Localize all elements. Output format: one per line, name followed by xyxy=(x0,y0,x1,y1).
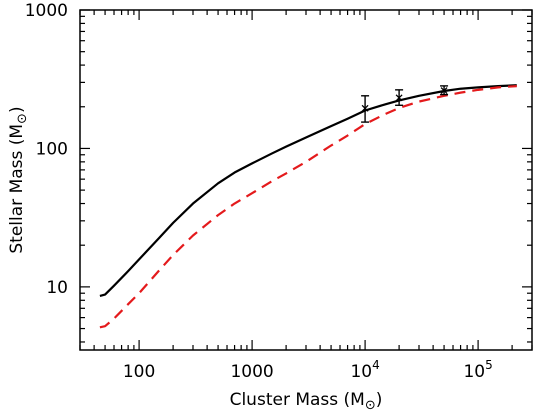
y-tick-label: 1000 xyxy=(25,1,68,21)
error-bar-point xyxy=(395,94,403,102)
x-tick-label: 100 xyxy=(123,362,155,382)
y-axis-label: Stellar Mass (M⊙) xyxy=(7,106,30,253)
x-axis-ticks: 100 1000 104 105 xyxy=(79,10,533,382)
error-bar xyxy=(361,95,370,123)
plot-frame xyxy=(79,9,533,351)
x-tick-label: 104 xyxy=(350,358,379,382)
error-bar xyxy=(440,85,449,96)
error-bars xyxy=(361,85,449,123)
x-axis-label: Cluster Mass (M⊙) xyxy=(230,390,383,413)
series-line-dashed xyxy=(99,85,517,329)
series-line-solid xyxy=(99,84,517,298)
series-layer xyxy=(99,84,517,329)
error-bar-point xyxy=(440,87,448,94)
error-bar xyxy=(395,89,404,106)
y-tick-label: 10 xyxy=(46,278,68,298)
y-tick-label: 100 xyxy=(36,139,68,159)
y-axis-ticks: 10 100 1000 xyxy=(25,1,532,343)
x-tick-label: 105 xyxy=(463,358,492,382)
x-tick-label: 1000 xyxy=(230,362,273,382)
error-bar-point xyxy=(361,104,369,112)
